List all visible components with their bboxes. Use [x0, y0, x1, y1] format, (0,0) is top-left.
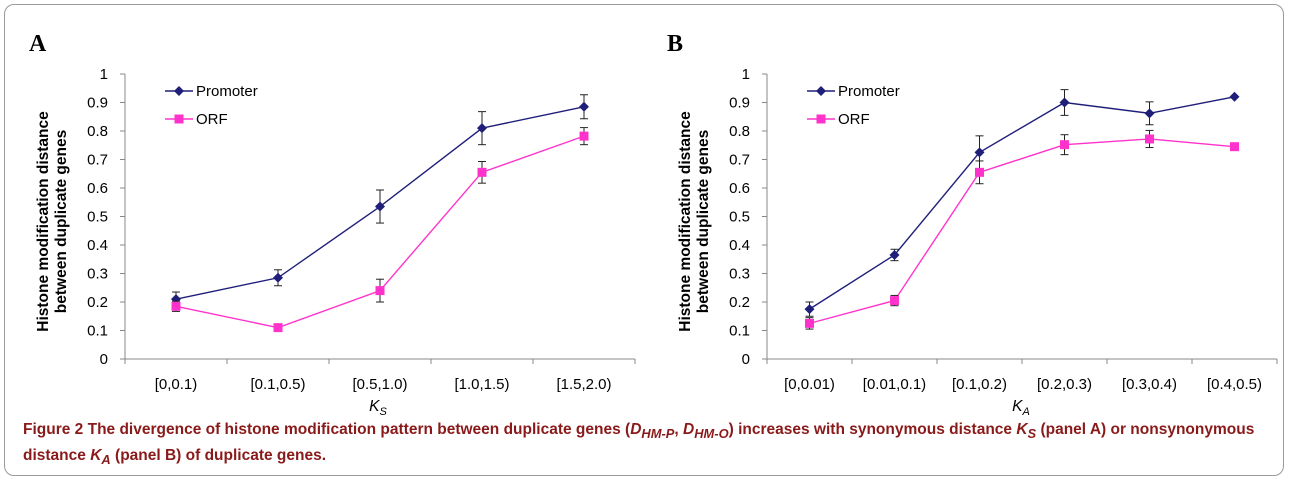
- data-point-promoter: [375, 201, 385, 212]
- data-point-orf: [375, 286, 385, 296]
- y-tick-label: 0.7: [729, 152, 750, 169]
- figure-frame: A 0 0.1 0.2 0.3 0.4 0.5 0.6 0.7 0.8 0.9 1 [0,0.1) [0.…: [4, 4, 1284, 476]
- legend-label: ORF: [838, 111, 870, 128]
- data-point-promoter: [1059, 97, 1070, 108]
- y-tick-label: 0.2: [729, 294, 750, 311]
- data-point-orf: [273, 323, 283, 333]
- y-tick-label: 0: [100, 351, 108, 368]
- data-point-promoter: [273, 272, 283, 283]
- y-tick-label: 0.6: [729, 180, 750, 197]
- y-tick-label: 0: [742, 351, 750, 368]
- caption-k1: K: [1016, 421, 1028, 438]
- data-point-promoter: [1229, 91, 1240, 102]
- y-axis-label-line2: between duplicate genes: [695, 130, 712, 313]
- data-point-promoter: [477, 123, 487, 134]
- y-tick-label: 0.7: [87, 152, 108, 169]
- caption-k2-sub: A: [101, 452, 111, 468]
- caption-part-1: The divergence of histone modification p…: [83, 421, 631, 438]
- caption-part-4: (panel B) of duplicate genes.: [110, 447, 327, 465]
- legend-label: Promoter: [196, 83, 258, 100]
- series-line-orf: [809, 138, 1235, 325]
- figure-caption: Figure 2 The divergence of histone modif…: [23, 419, 1273, 471]
- data-point-orf: [171, 301, 181, 311]
- legend-label: Promoter: [838, 83, 900, 100]
- y-tick-label: 0.9: [87, 95, 108, 112]
- series-line-promoter: [809, 96, 1235, 310]
- data-point-orf: [579, 131, 589, 141]
- data-point-orf: [477, 167, 487, 177]
- x-tick-label: [1.0,1.5): [454, 376, 509, 393]
- caption-k1-sub: S: [1027, 426, 1037, 442]
- panel-a-chart: A 0 0.1 0.2 0.3 0.4 0.5 0.6 0.7 0.8 0.9 1 [0,0.1) [0.…: [29, 31, 636, 418]
- data-point-orf: [975, 167, 984, 177]
- legend-marker: [816, 114, 826, 124]
- x-tick-label: [1.5,2.0): [556, 376, 611, 393]
- caption-k2: K: [90, 447, 102, 465]
- y-tick-label: 0.8: [87, 123, 108, 140]
- data-point-orf: [890, 296, 899, 306]
- y-tick-label: 0.5: [729, 209, 750, 226]
- caption-d1-sub: HM-P: [641, 426, 675, 442]
- y-tick-label: 0.4: [729, 237, 750, 254]
- x-axis-label: KS: [369, 398, 387, 415]
- caption-d1: D: [630, 421, 642, 438]
- x-tick-label: [0.5,1.0): [352, 376, 407, 393]
- data-point-promoter: [579, 101, 589, 112]
- data-point-promoter: [804, 304, 815, 315]
- x-tick-label: [0.4,0.5): [1207, 376, 1262, 393]
- y-tick-label: 0.9: [729, 95, 750, 112]
- legend-marker: [174, 86, 184, 96]
- figure-svg: A 0 0.1 0.2 0.3 0.4 0.5 0.6 0.7 0.8 0.9 1 [0,0.1) [0.…: [29, 31, 1278, 418]
- caption-part-3: (panel A) or nonsynonymous distance: [23, 421, 1255, 465]
- legend-label: ORF: [196, 111, 228, 128]
- data-point-orf: [1230, 142, 1239, 152]
- caption-d2: D: [683, 421, 695, 438]
- legend-marker: [816, 86, 826, 96]
- x-tick-label: [0,0.01): [784, 376, 835, 393]
- x-tick-label: [0.01,0.1): [863, 376, 926, 393]
- data-point-promoter: [974, 147, 985, 158]
- y-tick-label: 0.6: [87, 180, 108, 197]
- y-axis-label-line1: Histone modification distance: [35, 111, 52, 332]
- data-point-promoter: [171, 294, 181, 305]
- y-tick-label: 0.3: [87, 266, 108, 283]
- y-tick-label: 0.1: [87, 323, 108, 340]
- y-tick-label: 0.2: [87, 294, 108, 311]
- x-tick-label: [0.1,0.5): [250, 376, 305, 393]
- y-tick-label: 1: [100, 66, 108, 83]
- legend-marker: [174, 114, 184, 124]
- panel-letter: A: [29, 31, 47, 57]
- data-point-promoter: [889, 249, 900, 260]
- y-tick-label: 0.5: [87, 209, 108, 226]
- caption-label: Figure 2: [23, 421, 84, 438]
- y-axis-label-line1: Histone modification distance: [677, 111, 694, 332]
- caption-part-2: ) increases with synonymous distance: [728, 421, 1017, 438]
- x-tick-label: [0.1,0.2): [952, 376, 1007, 393]
- y-axis-label-line2: between duplicate genes: [53, 130, 70, 313]
- panel-letter: B: [667, 31, 683, 57]
- caption-d2-sub: HM-O: [694, 426, 729, 442]
- y-tick-label: 0.8: [729, 123, 750, 140]
- x-tick-label: [0.3,0.4): [1122, 376, 1177, 393]
- x-tick-label: [0,0.1): [155, 376, 198, 393]
- data-point-orf: [805, 318, 814, 328]
- y-tick-label: 0.4: [87, 237, 108, 254]
- data-point-orf: [1145, 134, 1154, 144]
- caption-sep: ,: [674, 421, 683, 438]
- panel-b-chart: B 0 0.1 0.2 0.3 0.4 0.5 0.6 0.7 0.8 0.9 1 [0,0.01) [0…: [667, 31, 1278, 418]
- data-point-orf: [1060, 140, 1069, 150]
- x-axis-label: KA: [1012, 398, 1030, 415]
- x-tick-label: [0.2,0.3): [1037, 376, 1092, 393]
- data-point-promoter: [1144, 108, 1155, 119]
- y-tick-label: 0.1: [729, 323, 750, 340]
- y-tick-label: 0.3: [729, 266, 750, 283]
- y-tick-label: 1: [742, 66, 750, 83]
